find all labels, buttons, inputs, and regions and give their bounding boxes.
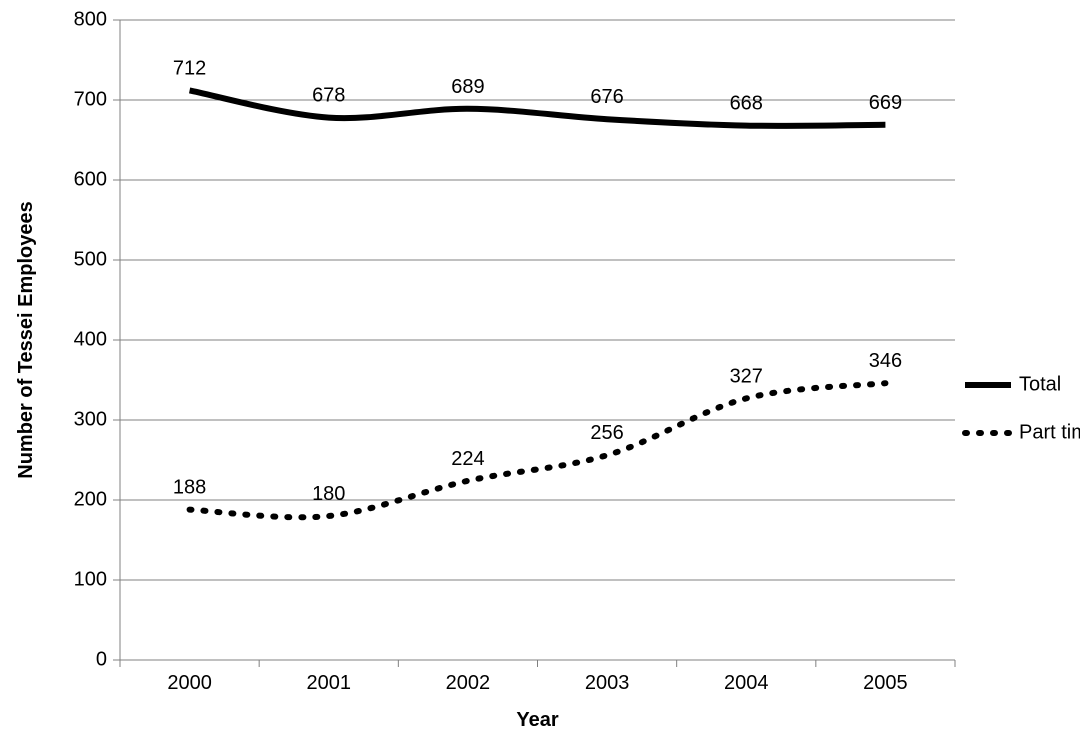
x-tick-label: 2004 [724, 672, 769, 694]
data-label: 676 [590, 86, 623, 108]
y-tick-label: 100 [74, 568, 107, 590]
x-tick-label: 2005 [863, 672, 908, 694]
data-label: 689 [451, 76, 484, 98]
data-label: 678 [312, 85, 345, 107]
data-label: 668 [730, 93, 763, 115]
data-label: 188 [173, 477, 206, 499]
series-line-part-time [190, 383, 886, 517]
y-tick-label: 300 [74, 408, 107, 430]
data-label: 224 [451, 448, 484, 470]
data-label: 327 [730, 365, 763, 387]
data-label: 712 [173, 57, 206, 79]
y-tick-label: 800 [74, 8, 107, 30]
y-axis-title: Number of Tessei Employees [15, 201, 37, 479]
y-tick-label: 400 [74, 328, 107, 350]
employee-line-chart: 0 100 200 300 400 500 600 700 800 2000 2001 2002 200… [0, 0, 1080, 751]
x-tick-label: 2001 [307, 672, 352, 694]
x-tick-label: 2000 [167, 672, 212, 694]
series-line-total [190, 90, 886, 125]
data-label: 180 [312, 483, 345, 505]
data-label: 256 [590, 422, 623, 444]
x-tick-label: 2002 [446, 672, 491, 694]
legend-label: Part time [1019, 421, 1080, 443]
data-label: 346 [869, 350, 902, 372]
data-label: 669 [869, 92, 902, 114]
y-tick-label: 0 [96, 648, 107, 670]
legend-label: Total [1019, 373, 1061, 395]
y-tick-label: 200 [74, 488, 107, 510]
y-tick-label: 600 [74, 168, 107, 190]
x-axis-title: Year [516, 709, 558, 731]
x-tick-label: 2003 [585, 672, 630, 694]
y-tick-label: 500 [74, 248, 107, 270]
y-tick-label: 700 [74, 88, 107, 110]
